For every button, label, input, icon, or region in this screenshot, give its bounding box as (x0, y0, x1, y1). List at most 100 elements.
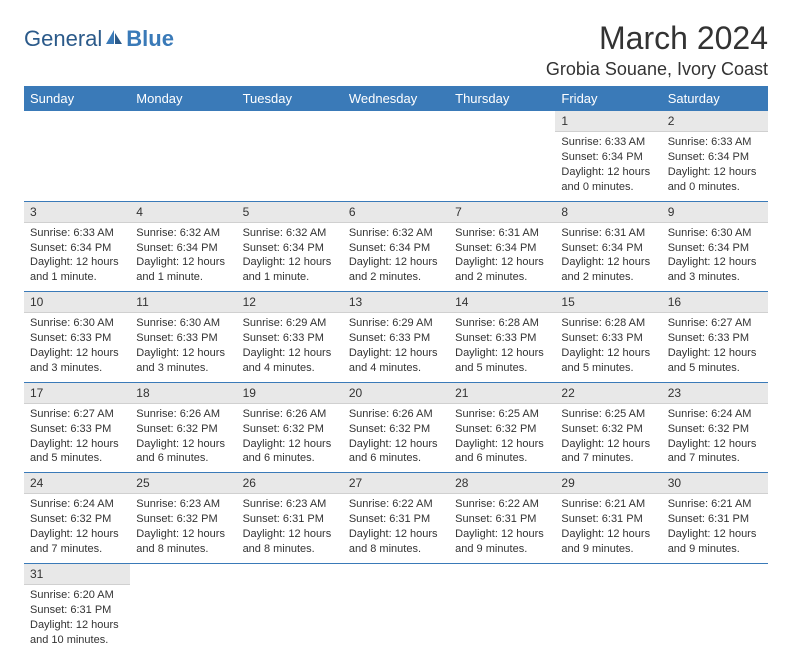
calendar-cell: 5Sunrise: 6:32 AMSunset: 6:34 PMDaylight… (237, 201, 343, 292)
calendar-cell: 15Sunrise: 6:28 AMSunset: 6:33 PMDayligh… (555, 292, 661, 383)
day-details: Sunrise: 6:28 AMSunset: 6:33 PMDaylight:… (555, 313, 661, 381)
day-details: Sunrise: 6:29 AMSunset: 6:33 PMDaylight:… (237, 313, 343, 381)
day-number: 8 (555, 202, 661, 223)
calendar-row: 10Sunrise: 6:30 AMSunset: 6:33 PMDayligh… (24, 292, 768, 383)
day-details: Sunrise: 6:24 AMSunset: 6:32 PMDaylight:… (662, 404, 768, 472)
day-number: 11 (130, 292, 236, 313)
day-number: 3 (24, 202, 130, 223)
calendar-cell: 7Sunrise: 6:31 AMSunset: 6:34 PMDaylight… (449, 201, 555, 292)
day-number: 13 (343, 292, 449, 313)
day-number: 14 (449, 292, 555, 313)
day-details: Sunrise: 6:33 AMSunset: 6:34 PMDaylight:… (24, 223, 130, 291)
calendar-cell: 13Sunrise: 6:29 AMSunset: 6:33 PMDayligh… (343, 292, 449, 383)
calendar-row: 3Sunrise: 6:33 AMSunset: 6:34 PMDaylight… (24, 201, 768, 292)
day-details: Sunrise: 6:32 AMSunset: 6:34 PMDaylight:… (343, 223, 449, 291)
day-number: 27 (343, 473, 449, 494)
calendar-cell (449, 111, 555, 201)
sail-icon (104, 26, 124, 52)
day-details: Sunrise: 6:33 AMSunset: 6:34 PMDaylight:… (555, 132, 661, 200)
calendar-cell: 17Sunrise: 6:27 AMSunset: 6:33 PMDayligh… (24, 382, 130, 473)
calendar-table: SundayMondayTuesdayWednesdayThursdayFrid… (24, 86, 768, 653)
day-number: 20 (343, 383, 449, 404)
day-details: Sunrise: 6:20 AMSunset: 6:31 PMDaylight:… (24, 585, 130, 653)
day-details: Sunrise: 6:22 AMSunset: 6:31 PMDaylight:… (449, 494, 555, 562)
day-number: 9 (662, 202, 768, 223)
calendar-cell (343, 563, 449, 653)
day-number: 21 (449, 383, 555, 404)
day-number: 10 (24, 292, 130, 313)
day-number: 26 (237, 473, 343, 494)
weekday-header: Friday (555, 86, 661, 111)
calendar-cell (343, 111, 449, 201)
calendar-cell: 10Sunrise: 6:30 AMSunset: 6:33 PMDayligh… (24, 292, 130, 383)
calendar-cell (130, 111, 236, 201)
day-details: Sunrise: 6:30 AMSunset: 6:34 PMDaylight:… (662, 223, 768, 291)
day-details: Sunrise: 6:31 AMSunset: 6:34 PMDaylight:… (449, 223, 555, 291)
weekday-header: Monday (130, 86, 236, 111)
day-number: 19 (237, 383, 343, 404)
calendar-row: 17Sunrise: 6:27 AMSunset: 6:33 PMDayligh… (24, 382, 768, 473)
calendar-cell: 27Sunrise: 6:22 AMSunset: 6:31 PMDayligh… (343, 473, 449, 564)
day-details: Sunrise: 6:32 AMSunset: 6:34 PMDaylight:… (237, 223, 343, 291)
calendar-cell (662, 563, 768, 653)
weekday-header: Thursday (449, 86, 555, 111)
day-details: Sunrise: 6:21 AMSunset: 6:31 PMDaylight:… (662, 494, 768, 562)
day-details: Sunrise: 6:24 AMSunset: 6:32 PMDaylight:… (24, 494, 130, 562)
day-details: Sunrise: 6:26 AMSunset: 6:32 PMDaylight:… (237, 404, 343, 472)
calendar-cell: 25Sunrise: 6:23 AMSunset: 6:32 PMDayligh… (130, 473, 236, 564)
calendar-cell: 24Sunrise: 6:24 AMSunset: 6:32 PMDayligh… (24, 473, 130, 564)
day-details: Sunrise: 6:27 AMSunset: 6:33 PMDaylight:… (24, 404, 130, 472)
day-number: 12 (237, 292, 343, 313)
calendar-cell (237, 111, 343, 201)
calendar-cell (237, 563, 343, 653)
day-number: 17 (24, 383, 130, 404)
calendar-cell: 8Sunrise: 6:31 AMSunset: 6:34 PMDaylight… (555, 201, 661, 292)
calendar-cell: 30Sunrise: 6:21 AMSunset: 6:31 PMDayligh… (662, 473, 768, 564)
title-block: March 2024 Grobia Souane, Ivory Coast (546, 20, 768, 80)
day-number: 6 (343, 202, 449, 223)
day-number: 1 (555, 111, 661, 132)
day-details: Sunrise: 6:21 AMSunset: 6:31 PMDaylight:… (555, 494, 661, 562)
calendar-cell: 4Sunrise: 6:32 AMSunset: 6:34 PMDaylight… (130, 201, 236, 292)
calendar-cell: 19Sunrise: 6:26 AMSunset: 6:32 PMDayligh… (237, 382, 343, 473)
calendar-cell: 23Sunrise: 6:24 AMSunset: 6:32 PMDayligh… (662, 382, 768, 473)
day-details: Sunrise: 6:27 AMSunset: 6:33 PMDaylight:… (662, 313, 768, 381)
weekday-header: Tuesday (237, 86, 343, 111)
calendar-cell: 3Sunrise: 6:33 AMSunset: 6:34 PMDaylight… (24, 201, 130, 292)
day-number: 29 (555, 473, 661, 494)
day-details: Sunrise: 6:33 AMSunset: 6:34 PMDaylight:… (662, 132, 768, 200)
calendar-cell (24, 111, 130, 201)
day-details: Sunrise: 6:28 AMSunset: 6:33 PMDaylight:… (449, 313, 555, 381)
weekday-header: Saturday (662, 86, 768, 111)
calendar-cell: 21Sunrise: 6:25 AMSunset: 6:32 PMDayligh… (449, 382, 555, 473)
header: General Blue March 2024 Grobia Souane, Iv… (24, 20, 768, 80)
logo-text-1: General (24, 26, 102, 52)
day-details: Sunrise: 6:22 AMSunset: 6:31 PMDaylight:… (343, 494, 449, 562)
calendar-cell: 31Sunrise: 6:20 AMSunset: 6:31 PMDayligh… (24, 563, 130, 653)
day-number: 4 (130, 202, 236, 223)
logo-text-2: Blue (126, 26, 174, 52)
location: Grobia Souane, Ivory Coast (546, 59, 768, 80)
calendar-cell: 9Sunrise: 6:30 AMSunset: 6:34 PMDaylight… (662, 201, 768, 292)
calendar-cell (130, 563, 236, 653)
calendar-cell: 1Sunrise: 6:33 AMSunset: 6:34 PMDaylight… (555, 111, 661, 201)
day-number: 23 (662, 383, 768, 404)
day-details: Sunrise: 6:26 AMSunset: 6:32 PMDaylight:… (343, 404, 449, 472)
day-number: 7 (449, 202, 555, 223)
calendar-cell: 2Sunrise: 6:33 AMSunset: 6:34 PMDaylight… (662, 111, 768, 201)
weekday-header: Wednesday (343, 86, 449, 111)
calendar-cell: 12Sunrise: 6:29 AMSunset: 6:33 PMDayligh… (237, 292, 343, 383)
day-number: 24 (24, 473, 130, 494)
calendar-row: 31Sunrise: 6:20 AMSunset: 6:31 PMDayligh… (24, 563, 768, 653)
day-details: Sunrise: 6:29 AMSunset: 6:33 PMDaylight:… (343, 313, 449, 381)
calendar-cell: 14Sunrise: 6:28 AMSunset: 6:33 PMDayligh… (449, 292, 555, 383)
day-details: Sunrise: 6:25 AMSunset: 6:32 PMDaylight:… (555, 404, 661, 472)
calendar-cell (449, 563, 555, 653)
calendar-row: 24Sunrise: 6:24 AMSunset: 6:32 PMDayligh… (24, 473, 768, 564)
calendar-cell: 11Sunrise: 6:30 AMSunset: 6:33 PMDayligh… (130, 292, 236, 383)
day-details: Sunrise: 6:23 AMSunset: 6:32 PMDaylight:… (130, 494, 236, 562)
calendar-cell: 22Sunrise: 6:25 AMSunset: 6:32 PMDayligh… (555, 382, 661, 473)
day-number: 22 (555, 383, 661, 404)
day-details: Sunrise: 6:26 AMSunset: 6:32 PMDaylight:… (130, 404, 236, 472)
calendar-cell: 18Sunrise: 6:26 AMSunset: 6:32 PMDayligh… (130, 382, 236, 473)
